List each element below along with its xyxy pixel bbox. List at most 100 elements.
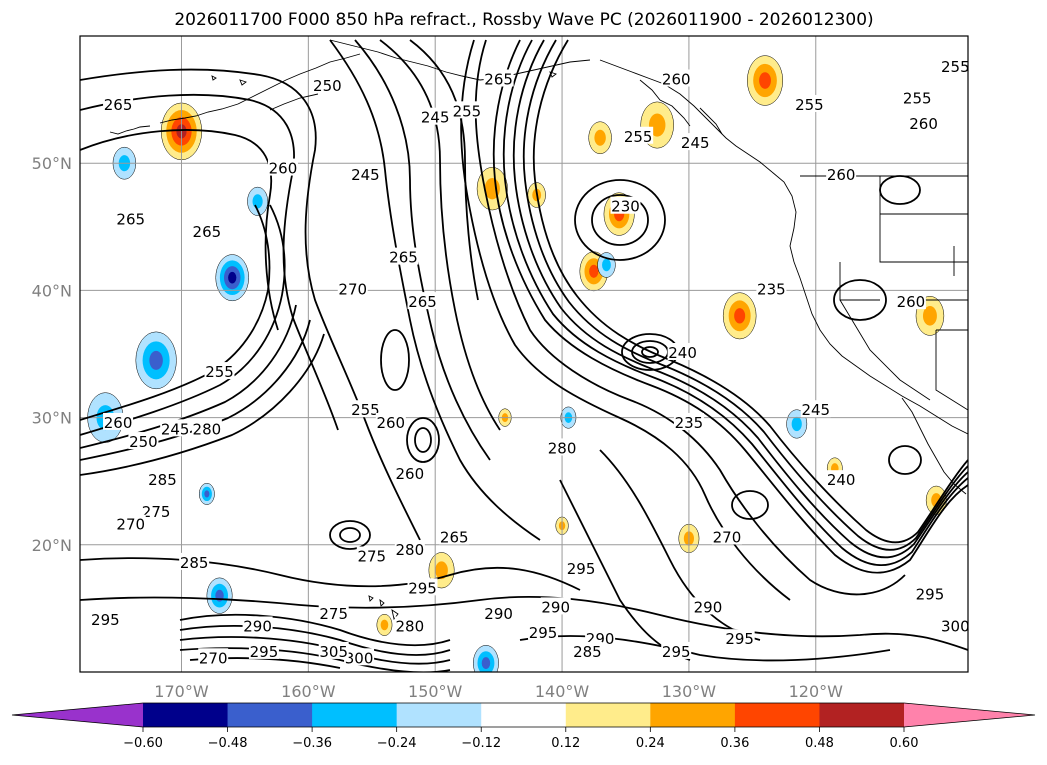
colorbar-segment xyxy=(819,703,905,727)
contour-label: 240 xyxy=(668,344,697,362)
colorbar-segment xyxy=(312,703,398,727)
contour-label-bg xyxy=(242,616,273,634)
lat-tick-label: 40°N xyxy=(32,281,72,300)
colorbar-tick-label: 0.24 xyxy=(636,736,665,751)
contour-label-bg xyxy=(528,622,559,640)
contour-label-bg xyxy=(318,603,349,621)
colorbar-tick-label: −0.36 xyxy=(292,736,332,751)
contour-label-bg xyxy=(198,648,229,666)
contour-label: 295 xyxy=(662,643,691,661)
contour-label-bg xyxy=(661,69,692,87)
contour-label: 255 xyxy=(624,128,653,146)
anomaly-fill xyxy=(734,308,746,324)
contour-label-bg xyxy=(160,419,191,437)
contour-label: 285 xyxy=(180,554,209,572)
colorbar-segment xyxy=(143,703,229,727)
contour-label: 235 xyxy=(757,280,786,298)
anomaly-fill xyxy=(589,264,599,278)
lat-tick-label: 20°N xyxy=(32,536,72,555)
contour-label-bg xyxy=(191,222,222,240)
colorbar-segment xyxy=(396,703,482,727)
anomaly-fill xyxy=(435,561,448,580)
contour-label: 265 xyxy=(104,96,133,114)
contour-label-bg xyxy=(692,597,723,615)
contour-label-bg xyxy=(566,559,597,577)
contour-label-bg xyxy=(895,292,926,310)
anomaly-fill xyxy=(759,72,771,89)
contour-label: 280 xyxy=(548,439,577,457)
contour-label-bg xyxy=(191,419,222,437)
anomaly-fill xyxy=(602,258,611,272)
contour-label-bg xyxy=(394,540,425,558)
contour-label: 260 xyxy=(376,414,405,432)
contour-label-bg xyxy=(711,527,742,545)
contour-label-bg xyxy=(388,247,419,265)
contour-label: 230 xyxy=(611,198,640,216)
contour-label-bg xyxy=(312,75,343,93)
contour-label-bg xyxy=(902,88,933,106)
contour-label-bg xyxy=(667,343,698,360)
contour-label-bg xyxy=(680,133,711,151)
contour-label: 255 xyxy=(795,96,824,114)
contour-label-bg xyxy=(141,502,172,519)
contour-label-bg xyxy=(350,164,381,182)
lat-tick-label: 50°N xyxy=(32,154,72,173)
anomaly-fill xyxy=(228,271,237,284)
contour-label: 260 xyxy=(269,160,298,178)
contour-label: 260 xyxy=(897,293,926,311)
contour-label: 280 xyxy=(396,617,425,635)
contour-label-bg xyxy=(103,94,134,112)
lon-tick-label: 170°W xyxy=(154,682,209,701)
contour-label-bg xyxy=(800,400,831,418)
contour-label: 245 xyxy=(421,109,450,127)
contour-label: 250 xyxy=(313,77,342,95)
colorbar-tick-label: −0.12 xyxy=(461,736,501,751)
anomaly-fill xyxy=(481,657,491,670)
contour-label: 240 xyxy=(827,471,856,489)
contour-label-bg xyxy=(420,107,451,125)
contour-label-bg xyxy=(103,412,134,430)
contour-label-bg xyxy=(128,432,159,450)
contour-label: 290 xyxy=(541,598,570,616)
contour-label-bg xyxy=(826,164,857,182)
contour-label: 265 xyxy=(389,249,418,267)
contour-label-bg xyxy=(572,641,603,659)
contour-label: 280 xyxy=(396,541,425,559)
contour-label-bg xyxy=(267,158,298,176)
contour-label: 270 xyxy=(338,280,367,298)
contour-label-bg xyxy=(204,362,235,380)
contour-label: 255 xyxy=(941,58,970,76)
contour-label-bg xyxy=(794,94,825,112)
colorbar-segment xyxy=(481,703,567,727)
contour-label: 265 xyxy=(440,528,469,546)
lon-tick-label: 140°W xyxy=(535,682,590,701)
contour-label: 290 xyxy=(694,598,723,616)
contour-label: 235 xyxy=(675,414,704,432)
contour-label: 290 xyxy=(243,617,272,635)
contour-label: 265 xyxy=(408,293,437,311)
contour-label: 280 xyxy=(193,420,222,438)
contour-label-bg xyxy=(407,292,438,310)
colorbar-segment xyxy=(734,703,820,727)
contour-label-bg xyxy=(350,400,381,418)
lon-tick-label: 150°W xyxy=(408,682,463,701)
contour-label: 275 xyxy=(319,605,348,623)
contour-label-bg xyxy=(248,641,279,659)
contour-label: 260 xyxy=(396,465,425,483)
contour-label-bg xyxy=(908,114,939,132)
contour-label-bg xyxy=(673,412,704,430)
contour-label-bg xyxy=(451,101,482,119)
contour-label: 295 xyxy=(916,586,945,604)
contour-label: 255 xyxy=(903,90,932,108)
lon-tick-label: 160°W xyxy=(281,682,336,701)
contour-label-bg xyxy=(394,463,425,481)
contour-label-bg xyxy=(610,196,641,214)
contour-label: 245 xyxy=(801,401,830,419)
contour-label: 255 xyxy=(453,102,482,120)
contour-label-bg xyxy=(439,527,470,545)
contour-label: 250 xyxy=(129,433,158,451)
lon-tick-label: 120°W xyxy=(789,682,844,701)
contour-label: 305 xyxy=(319,643,348,661)
